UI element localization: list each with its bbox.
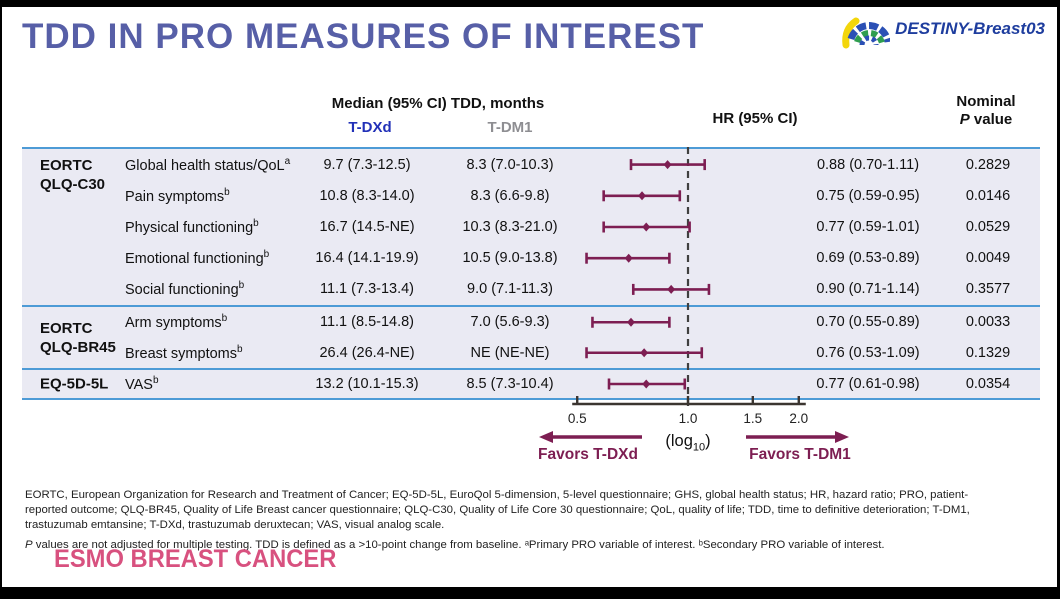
hr-value: 0.90 (0.71-1.14) (816, 281, 920, 298)
p-value: 0.0146 (965, 187, 1011, 204)
favors-tdxd-label: Favors T-DXd (538, 446, 638, 463)
tdxd-median: 13.2 (10.1-15.3) (315, 376, 419, 392)
footnotes: EORTC, European Organization for Researc… (25, 488, 970, 553)
destiny-logo-text: DESTINY-Breast03 (895, 19, 1045, 38)
axis-tick-label: 0.5 (567, 411, 587, 426)
hr-value: 0.75 (0.59-0.95) (816, 187, 920, 204)
tdm1-column-header: T-DM1 (487, 119, 533, 136)
tdxd-median: 11.1 (8.5-14.8) (319, 314, 415, 331)
tdxd-median: 11.1 (7.3-13.4) (319, 281, 415, 298)
hr-value: 0.88 (0.70-1.11) (816, 156, 920, 173)
pro-measures-table: EORTC QLQ-C30 Global health status/QoLa 9.7… (22, 147, 1040, 400)
favors-tdm1-label: Favors T-DM1 (749, 446, 851, 463)
hr-value: 0.69 (0.53-0.89) (816, 250, 920, 267)
hr-value: 0.77 (0.59-1.01) (816, 219, 920, 235)
tdm1-median: 8.3 (7.0-10.3) (466, 156, 554, 173)
destiny-fan-icon (842, 17, 891, 49)
table-row: Physical functioningb 16.7 (14.5-NE) 10.3 … (22, 211, 1040, 242)
measure-label: Arm symptomsb (125, 313, 228, 332)
hr-value: 0.77 (0.61-0.98) (816, 376, 920, 392)
nominal-header-line2: P value (959, 111, 1013, 128)
footnote-abbrev-line: reported outcome; QLQ-BR45, Quality of L… (25, 504, 970, 517)
p-value: 0.3577 (965, 281, 1011, 298)
axis-tick-label: 2.0 (789, 411, 809, 426)
table-row: Pain symptomsb 10.8 (8.3-14.0) 8.3 (6.6-9.… (22, 180, 1040, 211)
tdm1-median: 7.0 (5.6-9.3) (470, 314, 550, 331)
destiny-breast03-logo: DESTINY-Breast03 (838, 9, 1045, 49)
tdxd-median: 26.4 (26.4-NE) (319, 344, 415, 361)
p-value: 0.1329 (965, 344, 1011, 361)
tdm1-median: 10.5 (9.0-13.8) (462, 250, 558, 267)
tdxd-median: 10.8 (8.3-14.0) (319, 187, 415, 204)
hr-column-header: HR (95% CI) (712, 110, 798, 127)
p-value: 0.0354 (965, 376, 1011, 392)
group-label: EORTC QLQ-C30 (40, 157, 106, 193)
axis-log-label: (log10) (665, 432, 711, 454)
tdm1-median: NE (NE-NE) (470, 344, 550, 361)
table-row: Arm symptomsb 11.1 (8.5-14.8) 7.0 (5.6-9.3… (22, 307, 1040, 338)
measure-label: Emotional functioningb (125, 249, 270, 268)
measure-label: Pain symptomsb (125, 186, 230, 205)
nominal-header-line1: Nominal (956, 93, 1016, 110)
table-row: Social functioningb 11.1 (7.3-13.4) 9.0 (7… (22, 274, 1040, 305)
footnote-abbrev-line: EORTC, European Organization for Researc… (25, 489, 969, 501)
measure-label: Global health status/QoLa (125, 155, 291, 174)
hr-value: 0.70 (0.55-0.89) (816, 314, 920, 331)
footnote-p-values: P values are not adjusted for multiple t… (25, 538, 885, 551)
table-row: Breast symptomsb 26.4 (26.4-NE) NE (NE-NE)… (22, 338, 1040, 369)
slide: TDD IN PRO MEASURES OF INTEREST DESTINY-… (2, 7, 1057, 587)
tdxd-median: 9.7 (7.3-12.5) (323, 156, 411, 173)
tdm1-median: 8.3 (6.6-9.8) (470, 187, 550, 204)
footnote-abbrev-line: trastuzumab emtansine; T-DXd, trastuzuma… (25, 519, 445, 532)
tdm1-median: 10.3 (8.3-21.0) (462, 219, 558, 235)
group-label: EORTC QLQ-BR45 (40, 319, 116, 356)
esmo-breast-cancer-logo: ESMO BREAST CANCER (54, 545, 337, 573)
axis-tick-label: 1.5 (743, 411, 763, 426)
tdm1-median: 9.0 (7.1-11.3) (467, 281, 553, 298)
table-group: EORTC QLQ-C30 Global health status/QoLa 9.7… (22, 149, 1040, 307)
axis-tick-label: 1.0 (678, 411, 698, 426)
table-row: Emotional functioningb 16.4 (14.1-19.9) 10… (22, 243, 1040, 274)
measure-label: Social functioningb (125, 280, 245, 299)
measure-label: VASb (125, 375, 159, 393)
tdxd-column-header: T-DXd (348, 119, 392, 136)
table-row: Global health status/QoLa 9.7 (7.3-12.5) 8… (22, 149, 1040, 180)
median-column-header: Median (95% CI) TDD, months (331, 95, 545, 112)
group-label: EQ-5D-5L (40, 375, 109, 393)
measure-label: Physical functioningb (125, 218, 259, 236)
hr-value: 0.76 (0.53-1.09) (816, 344, 920, 361)
tdxd-median: 16.7 (14.5-NE) (319, 219, 415, 235)
table-group: EQ-5D-5L VASb 13.2 (10.1-15.3) 8.5 (7.3-10.… (22, 370, 1040, 400)
p-value: 0.0033 (965, 314, 1011, 331)
tdxd-median: 16.4 (14.1-19.9) (315, 250, 419, 267)
measure-label: Breast symptomsb (125, 343, 243, 362)
nominal-p-column-header: Nominal P value (916, 93, 1056, 129)
table-row: VASb 13.2 (10.1-15.3) 8.5 (7.3-10.4) 0.77 (… (22, 370, 1040, 398)
table-group: EORTC QLQ-BR45 Arm symptomsb 11.1 (8.5-14.8… (22, 307, 1040, 370)
page-title: TDD IN PRO MEASURES OF INTEREST (22, 17, 705, 56)
tdm1-median: 8.5 (7.3-10.4) (466, 376, 554, 392)
p-value: 0.0529 (965, 219, 1011, 235)
p-value: 0.0049 (965, 250, 1011, 267)
p-value: 0.2829 (965, 156, 1011, 173)
